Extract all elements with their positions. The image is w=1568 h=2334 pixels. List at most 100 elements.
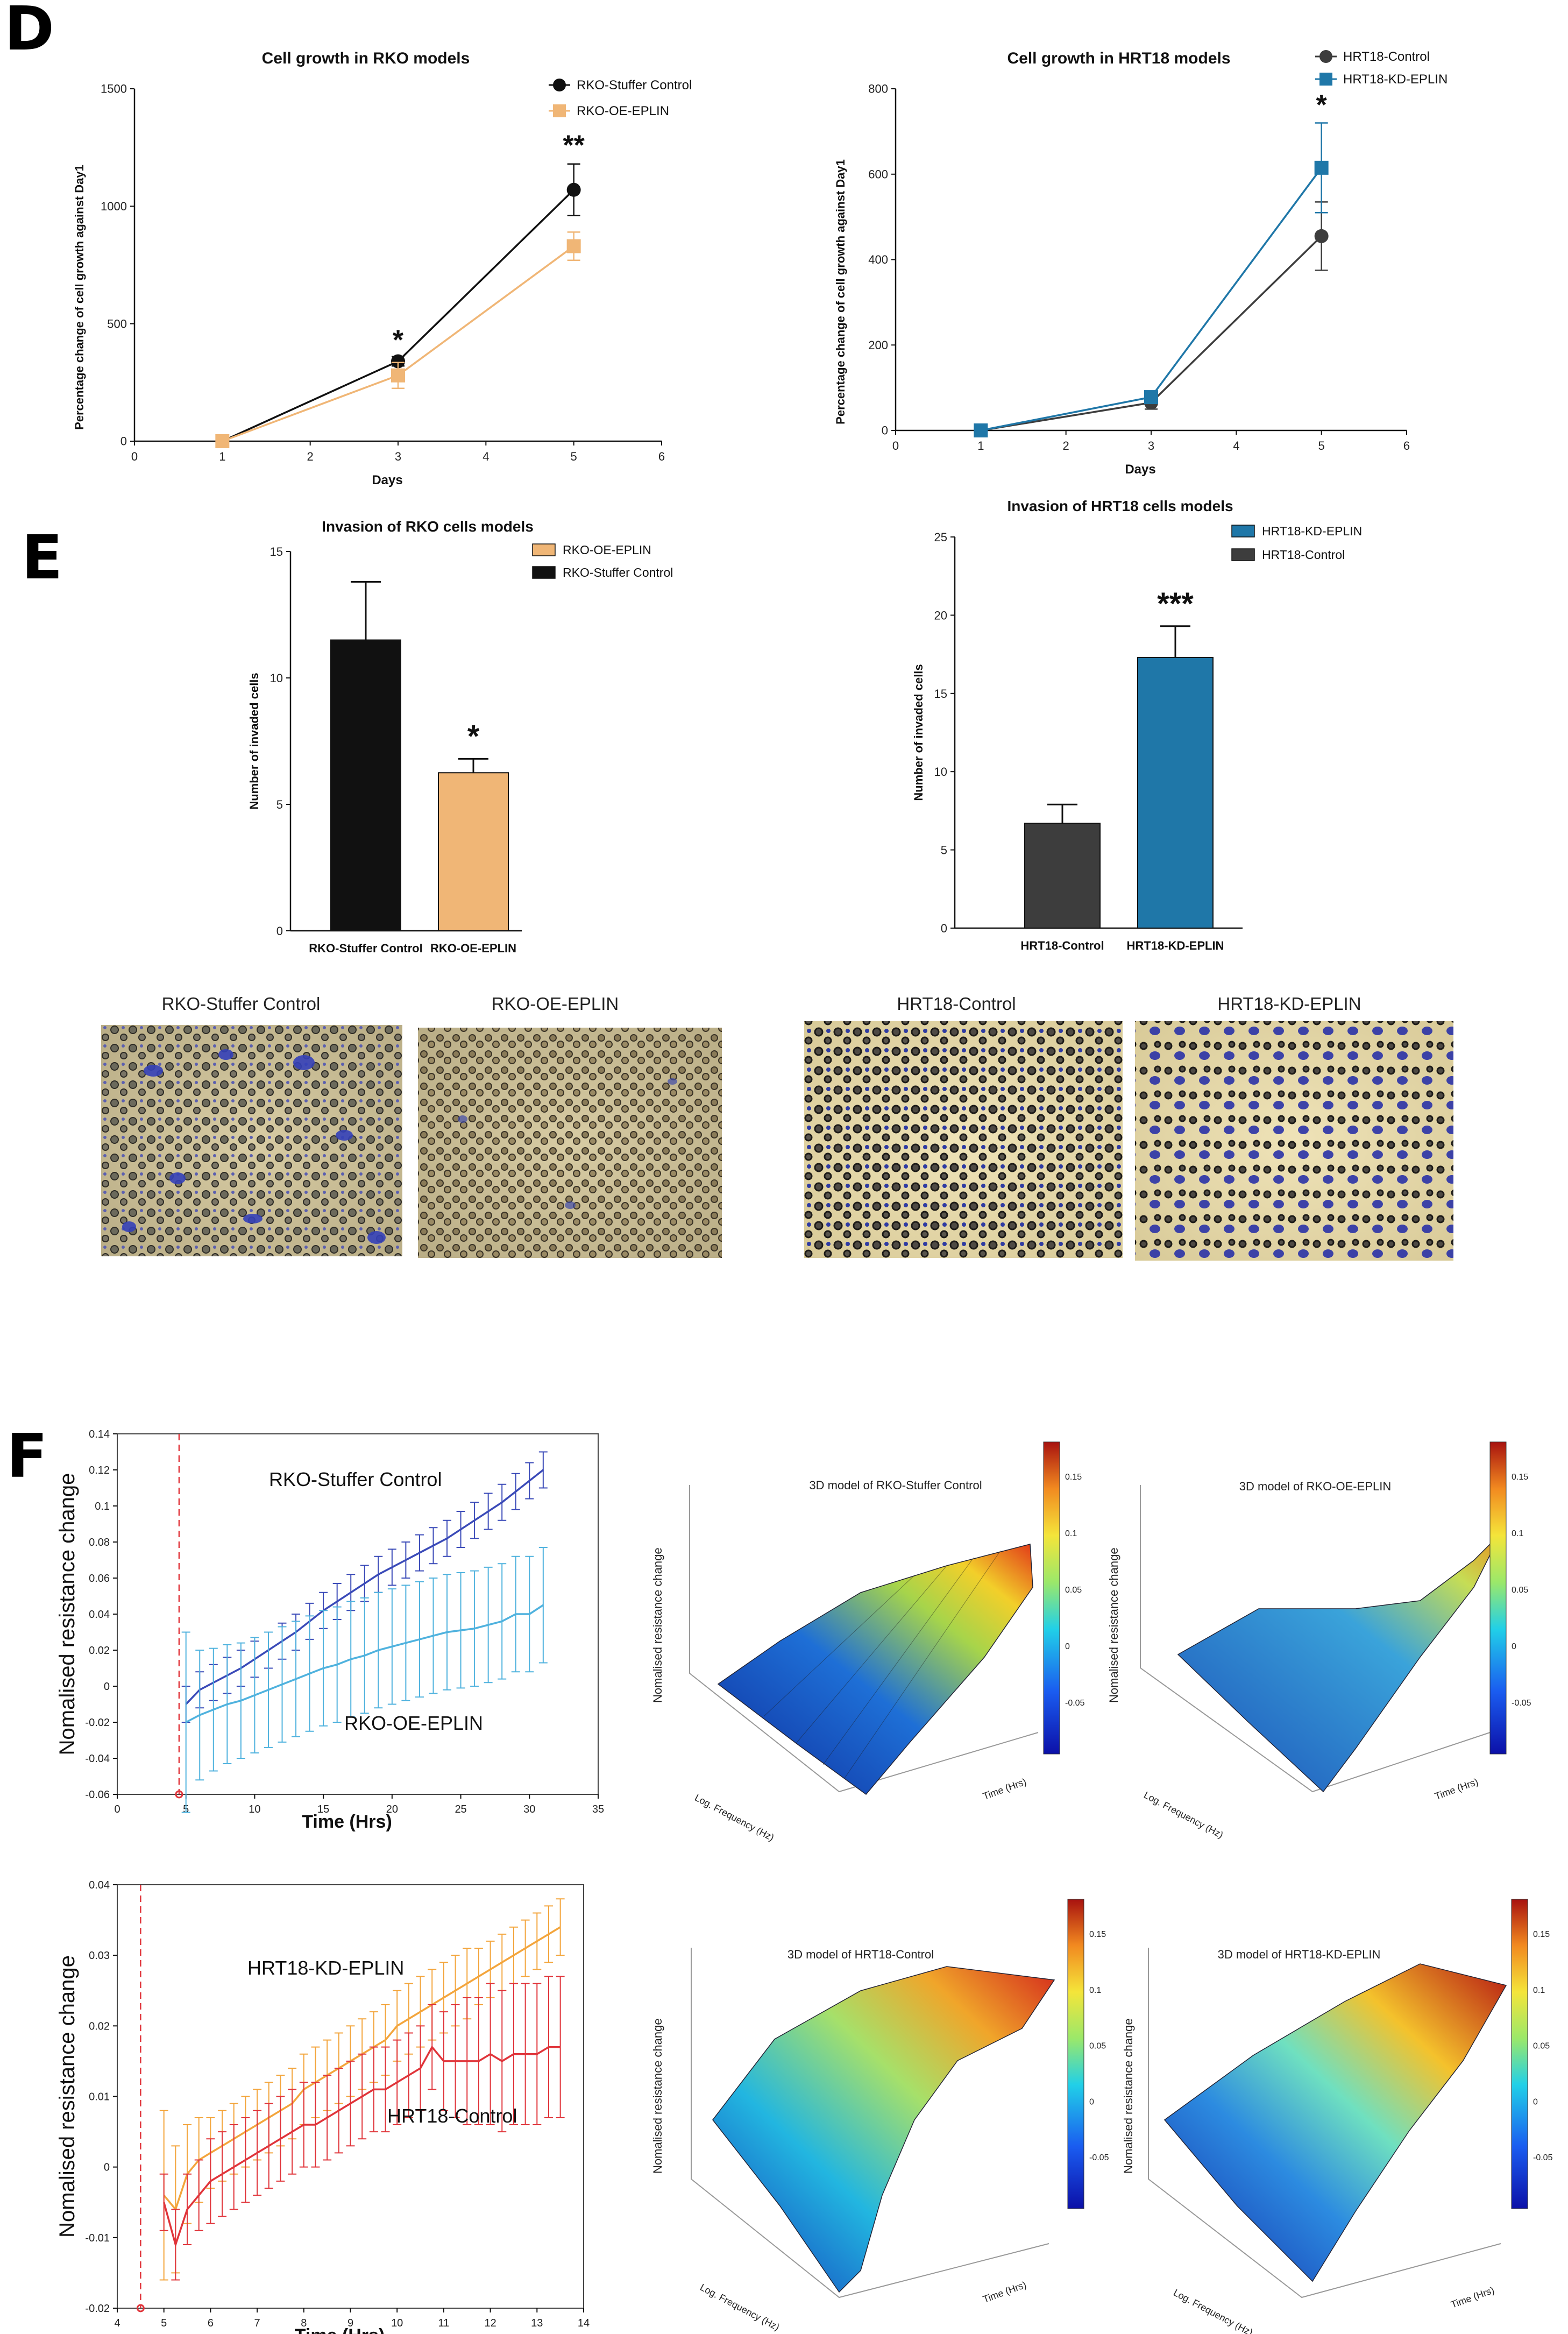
y-axis-label: Number of invaded cells (247, 673, 261, 809)
x-tick-label: 10 (249, 1803, 260, 1815)
bar (1024, 823, 1101, 929)
bar (438, 772, 509, 931)
y-tick-label: 15 (270, 545, 283, 558)
colorbar (1489, 1441, 1507, 1755)
significance-marker: *** (1157, 586, 1194, 621)
series-label: RKO-Stuffer Control (269, 1468, 442, 1490)
y-tick-label: 0 (941, 922, 947, 935)
series-label: RKO-OE-EPLIN (344, 1712, 483, 1734)
surface-zlabel: Nomalised resistance change (1122, 2018, 1135, 2174)
y-tick-label: 0.1 (95, 1501, 110, 1512)
legend-label: HRT18-KD-EPLIN (1343, 72, 1448, 87)
x-tick-label: 15 (317, 1803, 329, 1815)
y-tick-label: 0 (882, 424, 888, 437)
chart-invasion-hrt18: 0 5 10 15 20 25 Invasion of HRT18 cells models… (912, 498, 1362, 952)
category-label: RKO-Stuffer Control (309, 942, 422, 955)
marker-point (136, 2304, 145, 2312)
panel-letter-e: E (22, 523, 63, 593)
data-point (974, 423, 988, 437)
chart-title: Invasion of RKO cells models (322, 518, 534, 535)
colorbar-tick-label: -0.05 (1089, 2153, 1109, 2162)
chart-invasion-rko: 0 5 10 15 Invasion of RKO cells models Number… (247, 518, 673, 955)
surface-hrt-control: 3D model of HRT18-Control Nomalised resi… (651, 1899, 1084, 2333)
significance-marker: * (467, 719, 480, 754)
y-tick-label: 25 (934, 531, 947, 544)
y-tick-label: 500 (107, 317, 127, 330)
legend-marker (1319, 50, 1332, 63)
surface-time-label: Time (Hrs) (982, 2279, 1028, 2305)
x-axis-label: Time (Hrs) (295, 2325, 385, 2334)
x-tick-label: 7 (254, 2317, 260, 2329)
colorbar-tick-label: -0.05 (1512, 1699, 1531, 1708)
surface-freq-label: Log. Frequency (Hz) (698, 2282, 781, 2333)
x-tick-label: 9 (347, 2317, 353, 2329)
data-point (1314, 229, 1329, 243)
legend-marker (553, 104, 566, 117)
y-tick-label: 200 (868, 338, 888, 352)
micrograph-label-rko-control: RKO-Stuffer Control (162, 994, 321, 1014)
surface-zlabel: Nomalised resistance change (651, 2018, 664, 2174)
x-tick-label: 5 (571, 450, 577, 463)
micrograph-label-hrt-control: HRT18-Control (897, 994, 1016, 1014)
legend-marker (1319, 73, 1332, 86)
data-point (391, 354, 405, 369)
series-line (163, 2045, 560, 2248)
micrograph-label-hrt-kd: HRT18-KD-EPLIN (1217, 994, 1361, 1014)
category-label: RKO-OE-EPLIN (430, 942, 516, 955)
surface-title: 3D model of HRT18-Control (787, 1948, 934, 1961)
legend-label: RKO-Stuffer Control (577, 78, 692, 93)
y-tick-label: 800 (868, 82, 888, 96)
x-tick-label: 6 (658, 450, 665, 463)
y-tick-label: 0.08 (89, 1537, 110, 1548)
legend-label: HRT18-Control (1262, 548, 1345, 562)
chart-ecis-hrt18: -0.02 -0.01 0 0.01 0.02 0.03 0.04 4 5 6 7 8 9 10 11 12 1… (55, 1879, 590, 2334)
colorbar-tick-label: 0.15 (1533, 1930, 1550, 1939)
category-label: HRT18-Control (1020, 939, 1104, 952)
colorbar-tick-label: 0.15 (1089, 1930, 1106, 1939)
colorbar (1043, 1441, 1060, 1755)
significance-marker: * (393, 325, 404, 356)
surface-rko-control: 3D model of RKO-Stuffer Control Nomalise… (651, 1441, 1060, 1843)
surface-time-label: Time (Hrs) (982, 1776, 1028, 1802)
y-tick-label: 600 (868, 167, 888, 181)
y-tick-label: 0 (104, 1681, 110, 1693)
chart-growth-rko: 0 500 1000 1500 0 1 2 3 4 5 6 Cell growth in RKO mo… (73, 49, 692, 487)
colorbar-tick-label: 0.05 (1089, 2042, 1106, 2051)
colorbar-tick-label: 0.05 (1533, 2042, 1550, 2051)
micrograph-label-rko-oe: RKO-OE-EPLIN (492, 994, 619, 1014)
surface-zlabel: Nomalised resistance change (1107, 1547, 1120, 1703)
micrograph-rko-control (101, 1025, 402, 1256)
surface-title: 3D model of HRT18-KD-EPLIN (1218, 1948, 1381, 1961)
x-tick-label: 8 (301, 2317, 307, 2329)
legend-label: HRT18-Control (1343, 49, 1430, 64)
y-tick-label: 0.03 (89, 1950, 110, 1962)
y-tick-label: 15 (934, 687, 947, 701)
significance-marker: * (1316, 90, 1328, 121)
y-tick-label: 0.06 (89, 1573, 110, 1585)
y-tick-label: 0.14 (89, 1428, 110, 1440)
colorbar-tick-label: 0 (1089, 2097, 1094, 2106)
y-tick-label: 1000 (101, 200, 127, 213)
surface-time-label: Time (Hrs) (1434, 1776, 1480, 1802)
x-axis-label: Days (372, 473, 402, 487)
x-tick-label: 1 (219, 450, 225, 463)
colorbar-tick-label: 0 (1533, 2097, 1538, 2106)
colorbar-tick-label: 0.15 (1065, 1473, 1082, 1482)
surface-freq-label: Log. Frequency (Hz) (693, 1792, 776, 1843)
legend-swatch (532, 566, 556, 579)
colorbar-tick-label: 0.05 (1065, 1586, 1082, 1595)
category-label: HRT18-KD-EPLIN (1127, 939, 1224, 952)
y-tick-label: 0.02 (89, 1645, 110, 1657)
legend-label: RKO-OE-EPLIN (563, 543, 651, 557)
colorbar-tick-label: -0.05 (1533, 2153, 1553, 2162)
chart-title: Cell growth in RKO models (262, 49, 470, 67)
surface-rko-oe: 3D model of RKO-OE-EPLIN Nomalised resis… (1107, 1441, 1507, 1841)
x-tick-label: 3 (1148, 439, 1154, 452)
y-axis-label: Nomalised resistance change (55, 1955, 79, 2238)
y-tick-label: -0.06 (85, 1789, 110, 1801)
y-axis-label: Nomalised resistance change (55, 1473, 79, 1756)
data-point (1314, 160, 1329, 175)
colorbar-tick-label: -0.05 (1065, 1699, 1085, 1708)
x-tick-label: 10 (391, 2317, 403, 2329)
